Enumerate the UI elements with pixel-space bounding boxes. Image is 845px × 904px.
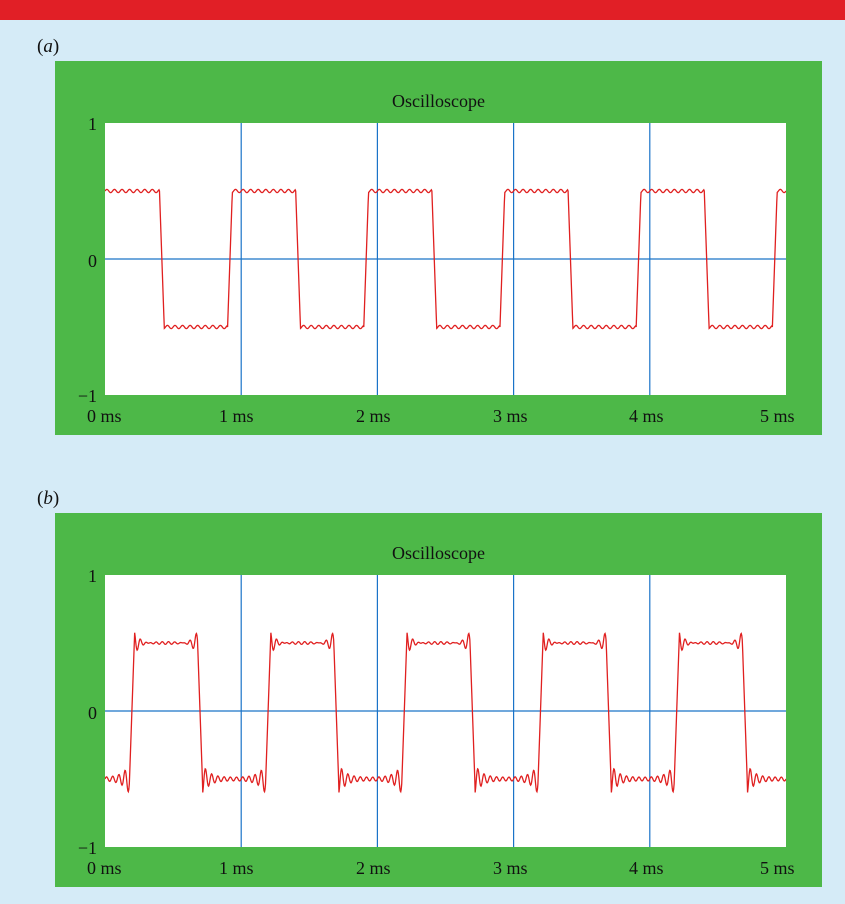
plot-area-a (105, 123, 786, 395)
scope-screen-a (105, 123, 786, 395)
chart-title-a: Oscilloscope (392, 91, 485, 111)
x-tick-label-b-0: 0 ms (87, 858, 122, 878)
signal-trace-b (105, 632, 786, 794)
x-tick-label-a-3: 3 ms (493, 406, 528, 426)
signal-trace-a (105, 188, 786, 330)
oscilloscope-panel-a: Oscilloscope 1 0 −1 0 ms 1 ms 2 ms 3 ms … (55, 61, 822, 435)
header-bar (0, 0, 845, 20)
x-tick-label-a-0: 0 ms (87, 406, 122, 426)
x-tick-label-a-4: 4 ms (629, 406, 664, 426)
x-tick-label-b-1: 1 ms (219, 858, 254, 878)
x-tick-label-b-5: 5 ms (760, 858, 795, 878)
y-tick-label-top-a: 1 (88, 114, 97, 134)
y-tick-label-top-b: 1 (88, 566, 97, 586)
chart-title-b: Oscilloscope (392, 543, 485, 563)
plot-area-b (105, 575, 786, 847)
x-tick-label-b-4: 4 ms (629, 858, 664, 878)
x-tick-label-a-1: 1 ms (219, 406, 254, 426)
y-tick-label-bottom-b: −1 (77, 838, 97, 858)
x-tick-label-b-3: 3 ms (493, 858, 528, 878)
panel-label-b: (b) (37, 488, 60, 509)
x-tick-label-a-5: 5 ms (760, 406, 795, 426)
y-tick-label-mid-a: 0 (88, 251, 97, 271)
y-tick-label-bottom-a: −1 (77, 386, 97, 406)
y-tick-label-mid-b: 0 (88, 703, 97, 723)
oscilloscope-panel-b: Oscilloscope 1 0 −1 0 ms 1 ms 2 ms 3 ms … (55, 513, 822, 887)
panel-label-a: (a) (37, 36, 60, 57)
x-tick-label-a-2: 2 ms (356, 406, 391, 426)
scope-screen-b (105, 575, 786, 847)
x-tick-label-b-2: 2 ms (356, 858, 391, 878)
